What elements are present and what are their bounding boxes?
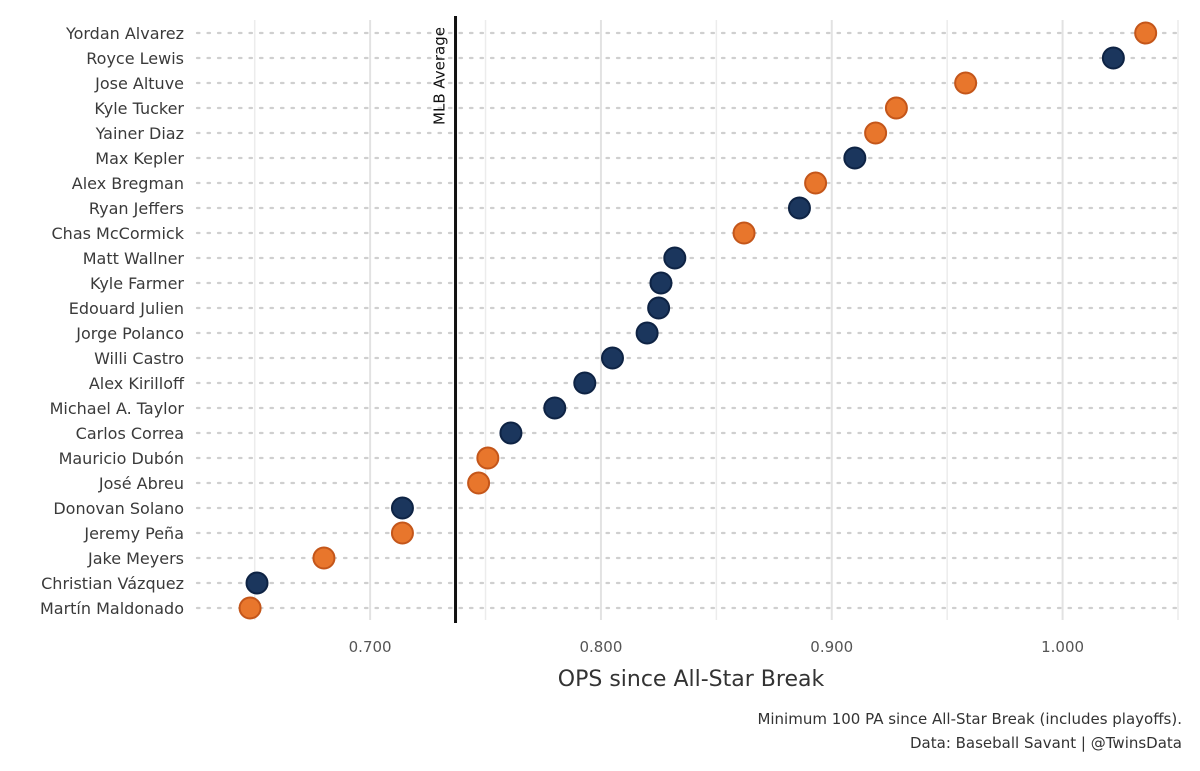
data-point <box>787 196 811 220</box>
player-label: Martín Maldonado <box>40 599 184 618</box>
player-label: Royce Lewis <box>86 49 184 68</box>
player-label: José Abreu <box>98 474 184 493</box>
player-rows: Yordan Alvarez Royce Lewis Jose Altuve Kyle… <box>40 24 1180 618</box>
player-label: Edouard Julien <box>69 299 184 318</box>
data-point <box>804 171 828 195</box>
data-point <box>543 396 567 420</box>
data-point <box>635 321 659 345</box>
data-point <box>245 571 269 595</box>
player-label: Jake Meyers <box>87 549 184 568</box>
data-point <box>663 246 687 270</box>
data-points <box>238 21 1158 620</box>
x-axis-title: OPS since All-Star Break <box>558 667 825 692</box>
player-label: Willi Castro <box>94 349 184 368</box>
player-label: Jorge Polanco <box>75 324 184 343</box>
player-label: Max Kepler <box>95 149 184 168</box>
data-point <box>312 546 336 570</box>
data-point <box>843 146 867 170</box>
player-label: Yordan Alvarez <box>65 24 184 43</box>
data-point <box>1134 21 1158 45</box>
player-label: Michael A. Taylor <box>50 399 185 418</box>
data-point <box>649 271 673 295</box>
data-point <box>732 221 756 245</box>
data-point <box>476 446 500 470</box>
player-label: Donovan Solano <box>53 499 184 518</box>
player-label: Yainer Diaz <box>95 124 184 143</box>
x-tick-label: 0.800 <box>579 638 622 656</box>
player-label: Kyle Farmer <box>90 274 184 293</box>
player-label: Chas McCormick <box>52 224 185 243</box>
player-label: Jeremy Peña <box>83 524 184 543</box>
mlb-average-reference: MLB Average <box>431 16 458 623</box>
data-point <box>864 121 888 145</box>
data-point <box>467 471 491 495</box>
data-point <box>884 96 908 120</box>
grid <box>253 20 1179 620</box>
x-tick-label: 0.900 <box>810 638 853 656</box>
player-label: Alex Bregman <box>72 174 184 193</box>
x-tick-label: 0.700 <box>349 638 392 656</box>
data-point <box>499 421 523 445</box>
x-tick-label: 1.000 <box>1041 638 1084 656</box>
data-point <box>390 496 414 520</box>
player-label: Alex Kirilloff <box>89 374 185 393</box>
data-point <box>390 521 414 545</box>
mlb-average-label: MLB Average <box>431 27 449 125</box>
player-label: Carlos Correa <box>76 424 184 443</box>
caption-line-2: Data: Baseball Savant | @TwinsData <box>910 734 1182 752</box>
data-point <box>573 371 597 395</box>
player-label: Ryan Jeffers <box>89 199 184 218</box>
player-label: Mauricio Dubón <box>59 449 184 468</box>
caption-line-1: Minimum 100 PA since All-Star Break (inc… <box>757 710 1182 728</box>
data-point <box>954 71 978 95</box>
player-label: Christian Vázquez <box>41 574 184 593</box>
data-point <box>600 346 624 370</box>
player-label: Matt Wallner <box>83 249 185 268</box>
player-label: Kyle Tucker <box>94 99 184 118</box>
x-axis-ticks: 0.700 0.800 0.900 1.000 <box>349 638 1084 656</box>
data-point <box>1101 46 1125 70</box>
data-point <box>647 296 671 320</box>
data-point <box>238 596 262 620</box>
player-label: Jose Altuve <box>94 74 184 93</box>
